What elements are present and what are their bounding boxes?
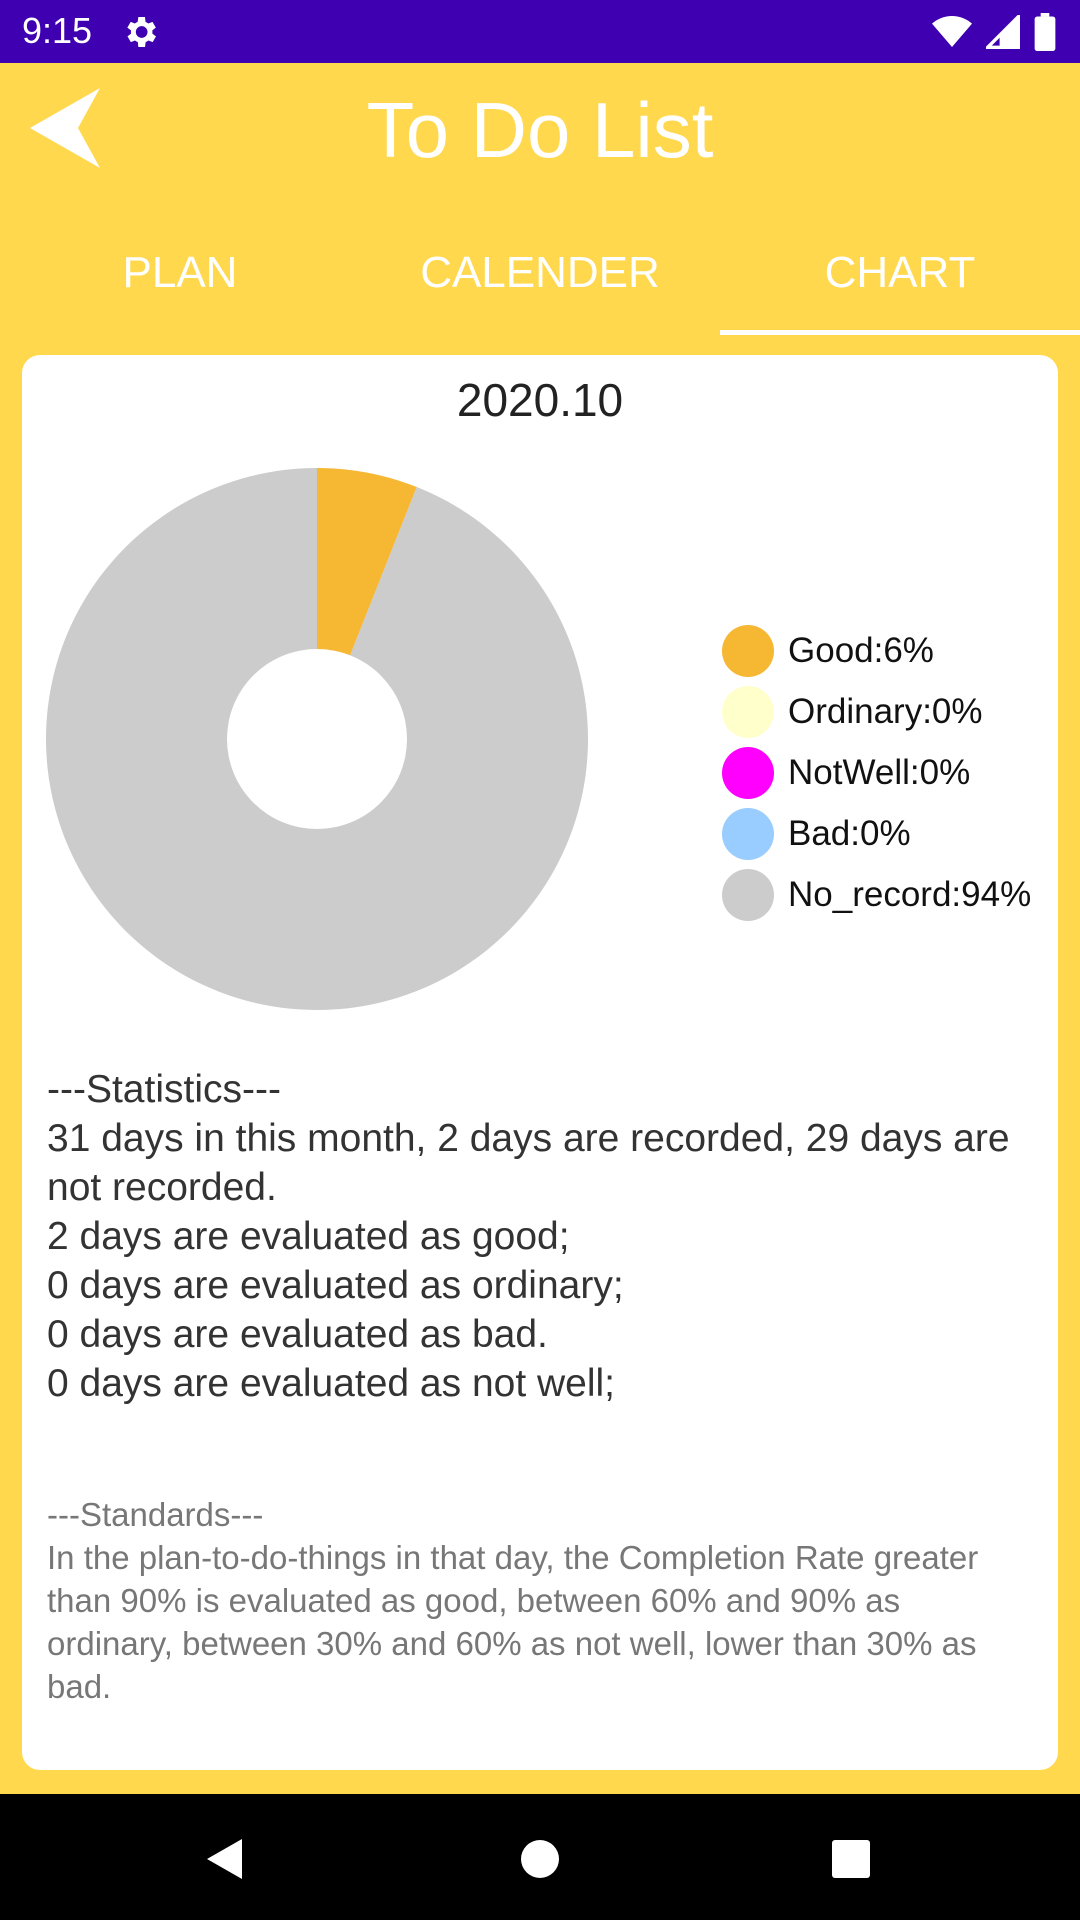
- tab-plan[interactable]: PLAN: [122, 248, 238, 297]
- home-circle-icon[interactable]: [515, 1834, 565, 1884]
- standards-heading: ---Standards---: [47, 1496, 264, 1533]
- chart-card: 2020.10 Good:6% Ordinary:0% NotWell:0% B…: [22, 355, 1058, 1770]
- pie-center-hole: [227, 649, 407, 829]
- statistics-line: 0 days are evaluated as ordinary;: [47, 1264, 624, 1307]
- legend-label-good: Good:6%: [788, 630, 934, 670]
- pie-chart: [46, 468, 588, 1010]
- legend-swatch-ordinary: [722, 685, 774, 738]
- tab-calender[interactable]: CALENDER: [420, 248, 660, 297]
- recents-square-icon[interactable]: [826, 1834, 876, 1884]
- battery-icon: [1034, 13, 1056, 51]
- legend-swatch-no-record: [722, 868, 774, 921]
- chart-legend: Good:6% Ordinary:0% NotWell:0% Bad:0% No…: [722, 620, 1031, 925]
- standards-block: ---Standards--- In the plan-to-do-things…: [47, 1493, 1027, 1708]
- legend-item-good: Good:6%: [722, 620, 1031, 681]
- statistics-line: 31 days in this month, 2 days are record…: [47, 1117, 1010, 1209]
- legend-label-no-record: No_record:94%: [788, 874, 1032, 914]
- statistics-line: 0 days are evaluated as not well;: [47, 1362, 616, 1405]
- status-time: 9:15: [22, 10, 93, 51]
- legend-swatch-good: [722, 624, 774, 677]
- wifi-icon: [932, 16, 972, 47]
- tab-chart[interactable]: CHART: [720, 225, 1080, 335]
- legend-label-bad: Bad:0%: [788, 813, 911, 853]
- standards-text: In the plan-to-do-things in that day, th…: [47, 1539, 979, 1705]
- month-title: 2020.10: [456, 374, 624, 426]
- legend-label-notwell: NotWell:0%: [788, 752, 971, 792]
- legend-label-ordinary: Ordinary:0%: [788, 691, 983, 731]
- legend-swatch-bad: [722, 807, 774, 860]
- legend-swatch-notwell: [722, 746, 774, 799]
- legend-item-bad: Bad:0%: [722, 803, 1031, 864]
- status-bar: 9:15: [0, 0, 1080, 63]
- tab-bar: PLAN CALENDER CHART: [0, 225, 1080, 335]
- back-arrow-icon[interactable]: [30, 88, 100, 168]
- legend-item-ordinary: Ordinary:0%: [722, 681, 1031, 742]
- statistics-block: ---Statistics--- 31 days in this month, …: [47, 1065, 1027, 1408]
- statistics-heading: ---Statistics---: [47, 1068, 281, 1111]
- signal-icon: [986, 15, 1020, 49]
- page-title: To Do List: [366, 86, 714, 174]
- gear-icon: [127, 17, 156, 47]
- legend-item-no-record: No_record:94%: [722, 864, 1031, 925]
- legend-item-notwell: NotWell:0%: [722, 742, 1031, 803]
- statistics-line: 0 days are evaluated as bad.: [47, 1313, 548, 1356]
- statistics-line: 2 days are evaluated as good;: [47, 1215, 570, 1258]
- back-triangle-icon[interactable]: [202, 1834, 252, 1884]
- navigation-bar: [0, 1794, 1080, 1920]
